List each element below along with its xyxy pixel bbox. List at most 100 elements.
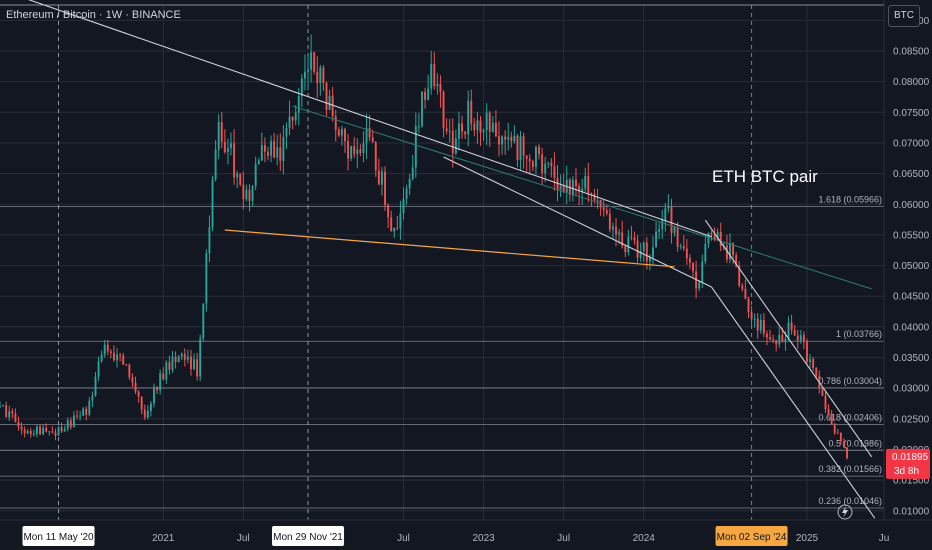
candle[interactable]	[843, 438, 845, 448]
candle[interactable]	[79, 410, 82, 421]
candle[interactable]	[223, 129, 226, 154]
candle[interactable]	[347, 134, 350, 171]
candle[interactable]	[294, 105, 297, 126]
candle[interactable]	[54, 428, 57, 441]
candle[interactable]	[750, 306, 753, 327]
candle[interactable]	[319, 64, 322, 96]
candle[interactable]	[753, 313, 756, 328]
candle[interactable]	[633, 231, 636, 245]
candle[interactable]	[162, 367, 165, 381]
candle[interactable]	[778, 327, 781, 348]
candle[interactable]	[470, 89, 473, 131]
candle[interactable]	[673, 225, 676, 237]
trendline-support[interactable]	[224, 229, 675, 268]
candle[interactable]	[362, 131, 365, 163]
candle[interactable]	[143, 404, 146, 421]
candle[interactable]	[605, 206, 608, 216]
candle[interactable]	[82, 406, 85, 417]
candle[interactable]	[596, 188, 599, 209]
candle[interactable]	[316, 56, 319, 99]
candle[interactable]	[97, 356, 100, 382]
candle[interactable]	[744, 279, 747, 300]
candle[interactable]	[602, 199, 605, 217]
candle[interactable]	[270, 135, 273, 162]
candle[interactable]	[168, 355, 171, 375]
candle[interactable]	[146, 405, 149, 420]
candle[interactable]	[525, 155, 528, 172]
candle[interactable]	[42, 424, 45, 436]
candle[interactable]	[208, 215, 211, 263]
candle[interactable]	[741, 282, 744, 292]
candle[interactable]	[498, 121, 500, 157]
candle[interactable]	[716, 228, 719, 242]
candle[interactable]	[528, 154, 531, 175]
candle[interactable]	[534, 145, 537, 175]
candle[interactable]	[113, 345, 115, 362]
candle[interactable]	[399, 200, 402, 240]
candle[interactable]	[679, 243, 682, 250]
candle[interactable]	[393, 227, 396, 239]
candle[interactable]	[809, 354, 812, 369]
candle[interactable]	[642, 241, 645, 262]
candle[interactable]	[799, 330, 802, 344]
trendline-upper_fall[interactable]	[704, 219, 873, 458]
candle[interactable]	[165, 360, 168, 384]
candle[interactable]	[725, 234, 728, 263]
candle[interactable]	[177, 354, 180, 363]
candle[interactable]	[353, 136, 356, 159]
candle[interactable]	[322, 65, 325, 92]
candle[interactable]	[608, 208, 611, 233]
candle[interactable]	[494, 110, 497, 138]
candle[interactable]	[830, 410, 833, 425]
trendline-channel_bottom[interactable]	[443, 156, 712, 288]
candle[interactable]	[337, 126, 340, 138]
candle[interactable]	[467, 90, 470, 147]
candle[interactable]	[464, 130, 467, 139]
candle[interactable]	[821, 387, 824, 397]
candle[interactable]	[550, 157, 553, 178]
candle[interactable]	[109, 349, 112, 359]
candle[interactable]	[153, 383, 155, 408]
candle[interactable]	[636, 235, 639, 263]
candle[interactable]	[51, 426, 54, 434]
candle[interactable]	[384, 166, 386, 211]
candle[interactable]	[140, 396, 143, 415]
candle[interactable]	[729, 233, 731, 264]
candle[interactable]	[199, 334, 202, 382]
candle[interactable]	[759, 314, 762, 334]
candle[interactable]	[128, 363, 131, 380]
candle[interactable]	[156, 386, 159, 394]
trendlines[interactable]	[0, 0, 876, 519]
candle[interactable]	[719, 222, 722, 252]
candle[interactable]	[587, 162, 590, 203]
candle[interactable]	[624, 245, 627, 258]
candle[interactable]	[202, 303, 205, 343]
candle[interactable]	[368, 114, 371, 142]
candle[interactable]	[667, 194, 670, 213]
candle[interactable]	[69, 417, 72, 430]
candle[interactable]	[254, 156, 257, 191]
candle[interactable]	[790, 314, 793, 335]
candles[interactable]	[0, 34, 848, 460]
trendline-teal[interactable]	[292, 105, 872, 290]
candle[interactable]	[17, 416, 20, 431]
candle[interactable]	[26, 428, 29, 435]
candle[interactable]	[226, 138, 229, 165]
trendline-lower_fall[interactable]	[711, 286, 876, 519]
candle[interactable]	[562, 173, 565, 193]
candle[interactable]	[242, 171, 245, 210]
candle[interactable]	[365, 113, 368, 159]
candle[interactable]	[565, 165, 568, 205]
candle[interactable]	[159, 369, 162, 395]
candle[interactable]	[387, 203, 390, 228]
candle[interactable]	[430, 50, 433, 95]
candle[interactable]	[11, 408, 14, 419]
candle[interactable]	[485, 103, 488, 145]
candle[interactable]	[325, 81, 328, 116]
candle[interactable]	[100, 350, 103, 363]
candle[interactable]	[279, 133, 282, 172]
candle[interactable]	[775, 339, 778, 352]
candle[interactable]	[473, 118, 476, 137]
candle[interactable]	[670, 198, 673, 244]
candle[interactable]	[806, 338, 808, 366]
